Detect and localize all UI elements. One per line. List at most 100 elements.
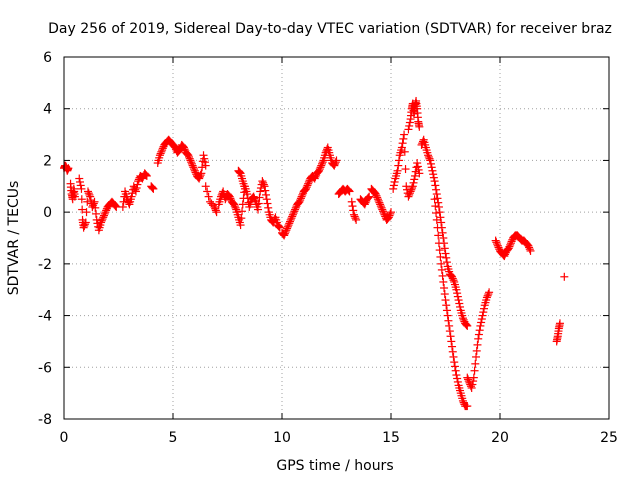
data-point — [264, 203, 273, 212]
data-point — [432, 190, 441, 199]
data-point — [393, 166, 402, 175]
data-point — [501, 250, 510, 259]
data-point — [349, 206, 358, 215]
data-point — [262, 195, 271, 204]
data-point — [525, 245, 534, 254]
data-point — [560, 272, 569, 281]
data-point — [484, 290, 493, 299]
data-point — [295, 197, 304, 206]
data-point — [405, 190, 414, 199]
data-point — [506, 239, 515, 248]
data-point — [448, 347, 457, 356]
data-point — [394, 156, 403, 165]
data-point — [449, 352, 458, 361]
data-point — [274, 221, 283, 230]
data-point — [127, 192, 136, 201]
data-point — [185, 154, 194, 163]
data-point — [238, 207, 247, 216]
data-point — [440, 244, 449, 253]
axis-ticks — [63, 56, 610, 420]
data-point — [155, 151, 164, 160]
data-point — [445, 327, 454, 336]
data-point — [442, 301, 451, 310]
data-point — [461, 320, 470, 329]
data-point — [302, 183, 311, 192]
data-point — [81, 220, 90, 229]
data-point — [482, 293, 491, 302]
data-point — [304, 179, 313, 188]
data-point — [413, 159, 422, 168]
data-point — [371, 190, 380, 199]
data-point — [384, 213, 393, 222]
data-point — [467, 383, 476, 392]
data-point — [75, 174, 84, 183]
data-point — [406, 187, 415, 196]
data-point — [186, 156, 195, 165]
data-point — [226, 194, 235, 203]
data-point — [453, 374, 462, 383]
data-point — [431, 181, 440, 190]
data-point — [230, 202, 239, 211]
data-point — [389, 184, 398, 193]
x-axis-label: GPS time / hours — [276, 458, 393, 474]
data-point — [432, 185, 441, 194]
data-point — [316, 163, 325, 172]
data-point — [203, 187, 212, 196]
data-point — [350, 212, 359, 221]
y-tick-label: -8 — [38, 412, 52, 428]
data-point — [436, 252, 445, 261]
data-point — [386, 209, 395, 218]
data-point — [284, 221, 293, 230]
data-point — [133, 180, 142, 189]
data-point — [415, 169, 424, 178]
data-point — [555, 319, 564, 328]
data-point — [347, 197, 356, 206]
data-point — [285, 217, 294, 226]
data-point — [434, 231, 443, 240]
data-point — [414, 165, 423, 174]
chart-title: Day 256 of 2019, Sidereal Day-to-day VTE… — [48, 21, 612, 37]
data-point — [179, 143, 188, 152]
data-point — [212, 208, 221, 217]
data-point — [111, 202, 120, 211]
data-point — [493, 241, 502, 250]
data-point — [477, 315, 486, 324]
data-point — [349, 210, 358, 219]
data-point — [158, 146, 167, 155]
data-point — [157, 147, 166, 156]
data-point — [238, 200, 247, 209]
data-point — [85, 190, 94, 199]
data-point — [378, 205, 387, 214]
data-point — [466, 382, 475, 391]
data-point — [463, 321, 472, 330]
data-point — [281, 227, 290, 236]
data-point — [376, 200, 385, 209]
data-point — [459, 315, 468, 324]
data-point — [493, 240, 502, 249]
data-point — [280, 229, 289, 238]
data-point — [373, 195, 382, 204]
y-tick-label: 0 — [43, 205, 52, 221]
data-point — [297, 192, 306, 201]
data-point — [289, 209, 298, 218]
data-point — [404, 125, 413, 134]
data-point — [433, 223, 442, 232]
data-point — [469, 373, 478, 382]
data-point — [311, 172, 320, 181]
data-point — [290, 207, 299, 216]
data-point — [97, 216, 106, 225]
data-point — [286, 215, 295, 224]
data-point — [148, 184, 157, 193]
data-point — [254, 205, 263, 214]
data-point — [301, 184, 310, 193]
data-point — [263, 199, 272, 208]
data-point — [304, 177, 313, 186]
data-point — [452, 371, 461, 380]
data-point — [231, 203, 240, 212]
data-point — [149, 184, 158, 193]
data-point — [431, 202, 440, 211]
data-point — [390, 177, 399, 186]
data-point — [171, 143, 180, 152]
data-point — [201, 182, 210, 191]
data-point — [451, 366, 460, 375]
